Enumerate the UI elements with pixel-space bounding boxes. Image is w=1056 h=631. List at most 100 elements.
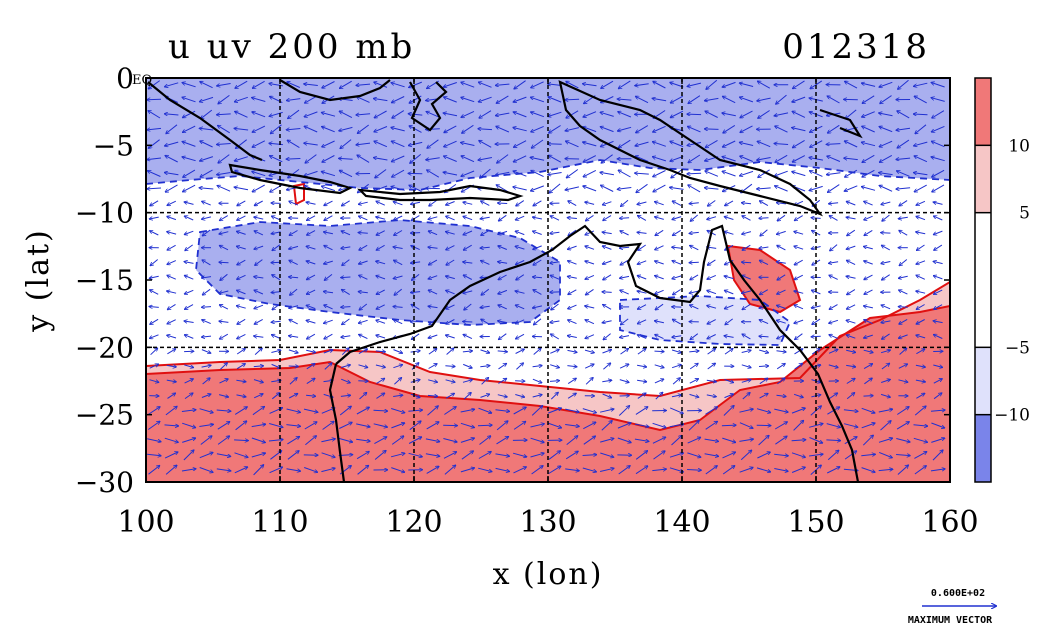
wind-vector	[357, 97, 370, 103]
wind-vector	[461, 97, 475, 103]
wind-vector	[149, 364, 159, 369]
wind-vector	[393, 307, 403, 308]
colorbar-label: −5	[1005, 338, 1030, 358]
wind-vector	[760, 229, 768, 236]
wind-vector	[707, 349, 716, 355]
wind-vector	[739, 422, 753, 429]
wind-vector	[460, 438, 474, 443]
wind-vector	[341, 247, 351, 249]
wind-vector	[359, 260, 368, 264]
wind-vector	[339, 126, 353, 130]
wind-vector	[305, 95, 318, 103]
wind-vector	[480, 366, 489, 367]
wind-vector	[304, 111, 318, 117]
wind-vector	[617, 437, 631, 443]
wind-vector	[584, 364, 594, 369]
wind-vector	[514, 140, 527, 148]
wind-vector	[620, 349, 629, 355]
wind-vector	[898, 364, 908, 369]
wind-vector	[220, 333, 229, 339]
wind-vector	[167, 217, 177, 221]
wind-vector	[829, 275, 838, 280]
wind-vector	[218, 154, 230, 163]
wind-vector	[619, 139, 631, 148]
wind-vector	[446, 335, 455, 339]
wind-vector	[671, 395, 681, 397]
wind-vector	[881, 363, 890, 370]
wind-vector	[568, 320, 577, 325]
wind-vector	[795, 333, 803, 340]
wind-vector	[914, 184, 927, 192]
wind-vector	[341, 307, 351, 308]
wind-vector	[322, 140, 335, 147]
wind-vector	[846, 202, 856, 206]
wind-vector	[220, 305, 229, 310]
wind-vector	[846, 365, 855, 367]
wind-vector	[583, 169, 597, 176]
wind-vector	[585, 202, 595, 205]
wind-vector	[307, 274, 316, 279]
wind-vector	[794, 305, 804, 310]
wind-vector	[882, 214, 890, 221]
wind-vector	[533, 348, 541, 355]
wind-vector	[882, 245, 891, 251]
wind-vector	[899, 276, 908, 278]
wind-vector	[637, 335, 647, 339]
wind-vector	[534, 318, 542, 325]
wind-vector	[916, 349, 924, 355]
wind-vector	[722, 113, 736, 117]
wind-vector	[774, 144, 789, 145]
wind-vector	[272, 244, 281, 251]
wind-vector	[446, 259, 455, 265]
wind-vector	[774, 112, 789, 116]
wind-vector	[843, 410, 858, 412]
wind-vector	[496, 171, 510, 175]
wind-vector	[251, 453, 265, 458]
wind-vector	[568, 336, 577, 338]
wind-vector	[167, 244, 176, 250]
wind-vector	[341, 231, 351, 236]
wind-vector	[167, 275, 177, 280]
wind-vector	[931, 422, 944, 428]
wind-vector	[690, 305, 699, 310]
wind-vector	[879, 173, 893, 176]
wind-vector	[742, 303, 751, 309]
wind-vector	[793, 421, 804, 431]
wind-vector	[290, 288, 298, 295]
wind-vector	[533, 306, 543, 308]
wind-vector	[184, 230, 194, 234]
wind-vector	[303, 408, 318, 412]
wind-vector	[793, 80, 805, 89]
wind-vector	[828, 124, 840, 133]
wind-vector	[603, 215, 612, 221]
wind-vector	[340, 395, 351, 396]
wind-vector	[621, 318, 629, 325]
wind-vector	[602, 393, 612, 398]
wind-vector	[356, 407, 369, 415]
wind-vector	[827, 96, 840, 104]
wind-vector	[636, 183, 648, 192]
wind-vector	[254, 277, 264, 278]
wind-vector	[234, 452, 248, 458]
wind-vector	[916, 216, 926, 221]
wind-vector	[306, 202, 316, 204]
wind-vector	[412, 274, 420, 280]
wind-vector	[845, 169, 858, 177]
wind-vector	[217, 422, 230, 430]
wind-vector	[461, 143, 475, 146]
wind-vector	[600, 112, 614, 117]
wind-vector	[411, 215, 420, 221]
wind-vector	[202, 320, 211, 325]
wind-vector	[200, 436, 212, 445]
wind-vector	[812, 290, 821, 295]
wind-vector	[758, 110, 770, 119]
wind-vector	[374, 82, 388, 88]
wind-vector	[359, 393, 367, 400]
wind-vector	[724, 379, 733, 383]
wind-vector	[845, 81, 858, 89]
wind-vector	[531, 112, 545, 118]
wind-vector	[689, 351, 699, 352]
wind-vector	[792, 155, 806, 162]
wind-vector	[147, 438, 161, 442]
wind-vector	[427, 170, 440, 178]
